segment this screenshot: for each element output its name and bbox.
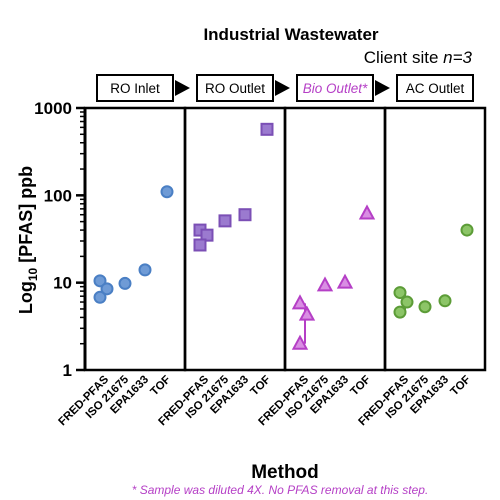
panel-headers: RO Inlet RO Outlet Bio Outlet* AC Outlet [96, 74, 474, 102]
data-point [138, 263, 152, 277]
panel-header-label: RO Outlet [205, 81, 265, 96]
panel-header-label: RO Inlet [110, 81, 160, 96]
arrow-right-icon [175, 80, 190, 96]
chart-title: Industrial Wastewater [203, 25, 378, 44]
panel-header: RO Inlet [96, 74, 190, 102]
panel-header: Bio Outlet* [296, 74, 390, 102]
data-point [291, 334, 309, 350]
data-point [260, 122, 274, 136]
y-tick-label: 1 [63, 361, 72, 380]
panel-header-label: AC Outlet [406, 81, 465, 96]
data-point [316, 276, 334, 292]
data-point [393, 286, 407, 300]
data-point [200, 228, 214, 242]
arrow-right-icon [375, 80, 390, 96]
data-point [93, 290, 107, 304]
panel-frame [283, 106, 387, 372]
panel-header: RO Outlet [196, 74, 290, 102]
data-point [238, 208, 252, 222]
data-point [460, 223, 474, 237]
panel-header-box [296, 74, 374, 102]
panel-frame [83, 106, 187, 372]
footnote: * Sample was diluted 4X. No PFAS removal… [132, 483, 429, 497]
panel-header: AC Outlet [396, 74, 474, 102]
panel-ro-inlet [83, 106, 187, 372]
x-tick-label: TOF [249, 374, 274, 399]
y-tick-label: 100 [44, 186, 72, 205]
panel-header-label: Bio Outlet* [303, 81, 368, 96]
panel-bio-outlet [283, 106, 387, 372]
data-point [298, 305, 316, 321]
data-point [393, 305, 407, 319]
data-point [291, 294, 309, 310]
panel-header-box [196, 74, 274, 102]
x-tick-label: TOF [149, 374, 174, 399]
panel-ro-outlet [183, 106, 287, 372]
arrow-right-icon [275, 80, 290, 96]
y-axis: 1 10 100 1000 [34, 99, 87, 380]
y-tick-label: 10 [53, 274, 72, 293]
data-point [438, 294, 452, 308]
data-point [218, 214, 232, 228]
x-tick-label: TOF [349, 374, 374, 399]
y-tick-label: 1000 [34, 99, 72, 118]
data-point [418, 300, 432, 314]
data-point [358, 204, 376, 220]
data-point [193, 238, 207, 252]
data-point [118, 276, 132, 290]
data-point [400, 295, 414, 309]
x-tick-label: TOF [449, 374, 474, 399]
data-point [100, 282, 114, 296]
panels [83, 106, 487, 372]
data-point [336, 273, 354, 289]
data-point [93, 274, 107, 288]
panel-ac-outlet [383, 106, 487, 372]
x-axis-label: Method [251, 462, 319, 483]
panel-header-box [396, 74, 474, 102]
panel-header-box [96, 74, 174, 102]
y-axis-label: Log10 [PFAS] ppb [16, 166, 40, 314]
data-point [160, 185, 174, 199]
chart-subtitle: Client site n=3 [364, 48, 473, 67]
panel-frame [383, 106, 487, 372]
